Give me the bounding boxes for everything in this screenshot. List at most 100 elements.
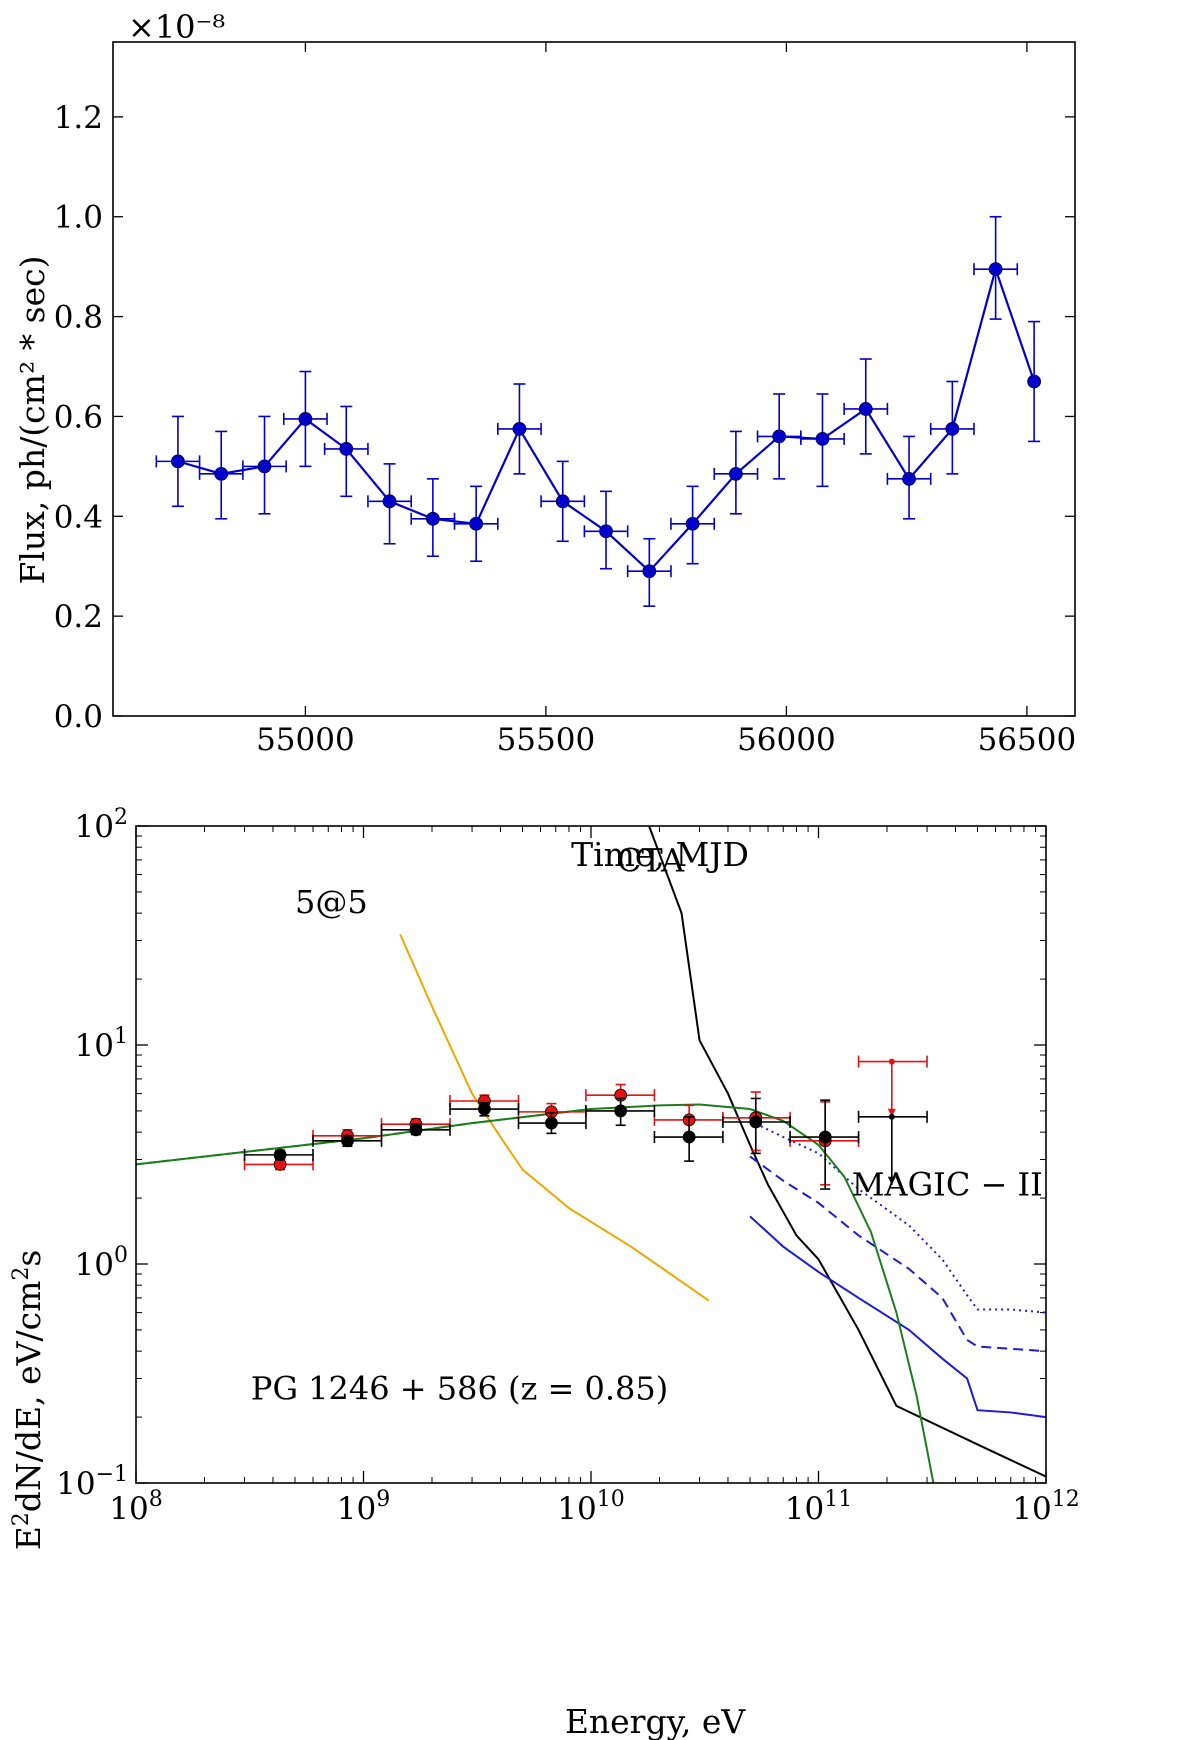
data-point-group — [653, 1116, 724, 1162]
data-point — [555, 494, 570, 509]
data-point-group — [453, 485, 499, 563]
data-point-group — [367, 463, 413, 545]
curve-5-5 — [399, 933, 710, 1302]
data-point-group — [585, 1097, 656, 1127]
y-tick-label: 1.2 — [54, 100, 103, 136]
y-tick-label: 1.0 — [54, 200, 103, 236]
data-point-group — [973, 215, 1019, 320]
data-point — [409, 1123, 423, 1137]
data-point-group — [756, 393, 802, 480]
data-point — [682, 1130, 696, 1144]
annotation: CTA — [617, 841, 685, 879]
upper-limit-arrow — [887, 1176, 896, 1185]
data-point-group — [282, 370, 328, 468]
data-point-group — [496, 383, 542, 475]
data-point — [614, 1104, 628, 1118]
data-point — [214, 466, 229, 481]
curve-magic-ii-dotted — [749, 1120, 1046, 1314]
data-point-group — [380, 1123, 451, 1137]
data-point-group — [583, 490, 629, 570]
data-point-group — [886, 435, 932, 520]
data-point — [469, 516, 484, 531]
x-tick-label: 108 — [109, 1487, 162, 1527]
spectrum-panel: E2dN/dE, eV/cm2s Energy, eV 108 109 1010 10… — [9, 805, 1080, 1740]
y-tick-label: 100 — [75, 1243, 128, 1283]
data-point-group — [857, 1110, 928, 1185]
data-point — [988, 262, 1003, 277]
x-tick-label: 55500 — [497, 722, 596, 758]
curve-magic-ii — [749, 1215, 1046, 1419]
data-point — [298, 412, 313, 426]
y-offset-label: ×10⁻⁸ — [128, 8, 225, 46]
data-point — [273, 1148, 287, 1162]
data-point-group — [843, 358, 889, 455]
data-point — [888, 1113, 895, 1120]
data-point-group — [198, 430, 244, 520]
y-tick-label: 102 — [75, 805, 128, 845]
data-point-group — [929, 380, 975, 475]
annotation: PG 1246 + 586 (z = 0.85) — [251, 1370, 668, 1408]
series-black-points — [243, 1097, 928, 1190]
data-point-group — [800, 393, 845, 488]
data-point — [945, 422, 960, 436]
annotation: MAGIC − II — [852, 1166, 1043, 1204]
data-point-group — [410, 478, 456, 558]
y-tick-label: 0.4 — [54, 499, 103, 535]
data-point — [772, 429, 787, 444]
y-tick-label: 0.2 — [54, 599, 103, 635]
x-tick-label: 56000 — [737, 722, 836, 758]
data-point-group — [857, 1055, 928, 1117]
data-point-group — [540, 460, 586, 543]
data-point-group — [243, 1148, 314, 1162]
data-point-group — [713, 430, 759, 515]
data-point — [257, 459, 272, 474]
data-point — [341, 1134, 354, 1148]
data-point — [888, 1058, 895, 1065]
y-tick-label: 0.0 — [54, 699, 103, 735]
x-tick-label: 55000 — [256, 722, 355, 758]
data-point — [478, 1102, 491, 1116]
data-point — [858, 402, 873, 416]
plot-frame — [112, 41, 1076, 717]
y-tick-label: 0.8 — [54, 300, 103, 336]
data-point — [339, 441, 354, 456]
x-tick-label: 56500 — [978, 722, 1077, 758]
data-point — [512, 422, 527, 436]
data-point-group — [312, 1134, 383, 1148]
data-point — [749, 1115, 763, 1129]
y-axis-title: Flux, ph/(cm² * sec) — [13, 256, 52, 585]
curve-cta — [648, 826, 1046, 1478]
curve-magic-ii-dashed — [749, 1155, 1046, 1353]
data-point — [902, 471, 916, 486]
data-point — [545, 1116, 558, 1130]
x-tick-label: 109 — [337, 1487, 390, 1527]
y-tick-label: 101 — [75, 1024, 128, 1064]
data-point-group — [722, 1097, 791, 1155]
x-tick-label: 1010 — [557, 1487, 624, 1527]
x-tick-label: 1012 — [1012, 1487, 1079, 1527]
data-point-group — [449, 1101, 520, 1117]
data-point — [599, 524, 613, 539]
curves — [136, 826, 1046, 1483]
data-point — [815, 432, 830, 446]
data-point — [1027, 374, 1042, 389]
y-tick-label: 10−1 — [56, 1462, 128, 1502]
data-point-group — [1027, 320, 1042, 443]
data-point-group — [323, 405, 369, 498]
data-point-group — [789, 1099, 860, 1190]
y-axis-title: E2dN/dE, eV/cm2s — [9, 1250, 48, 1551]
data-point — [818, 1130, 832, 1144]
data-point — [728, 466, 743, 481]
plot-frame — [135, 825, 1047, 1484]
light-curve-panel: ×10⁻⁸ Flux, ph/(cm² * sec) Time, MJD 0.0… — [13, 8, 1076, 874]
upper-limit-arrow — [887, 1108, 896, 1117]
x-axis-title: Energy, eV — [565, 1702, 747, 1740]
data-point-group — [517, 1112, 587, 1135]
x-tick-label: 1011 — [785, 1487, 852, 1527]
data-point-group — [670, 485, 716, 565]
data-point — [685, 516, 700, 531]
data-point — [382, 494, 397, 509]
data-point-group — [155, 415, 201, 508]
data-point — [171, 454, 185, 469]
